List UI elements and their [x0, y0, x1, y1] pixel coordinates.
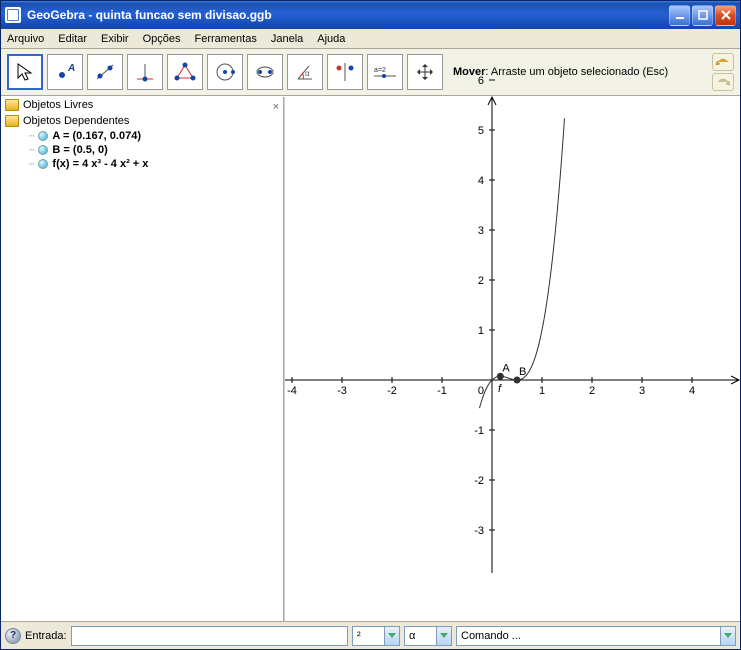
svg-text:2: 2: [478, 275, 484, 287]
svg-text:-1: -1: [437, 385, 447, 397]
graphics-view[interactable]: -4-3-2-11234-3-2-11234560fAB: [284, 97, 740, 621]
content-area: × Objetos Livres Objetos Dependentes ┄A = …: [1, 96, 740, 621]
menu-ferramentas[interactable]: Ferramentas: [194, 33, 256, 45]
svg-text:4: 4: [478, 175, 484, 187]
folder-icon: [5, 99, 19, 111]
tool-conic[interactable]: [247, 54, 283, 90]
window-title: GeoGebra - quinta funcao sem divisao.ggb: [27, 8, 669, 22]
svg-text:A: A: [502, 362, 510, 374]
menu-ajuda[interactable]: Ajuda: [317, 33, 345, 45]
close-button[interactable]: [715, 5, 736, 26]
svg-text:-2: -2: [387, 385, 397, 397]
tool-slider[interactable]: a=2: [367, 54, 403, 90]
algebra-view: × Objetos Livres Objetos Dependentes ┄A = …: [1, 97, 284, 621]
menu-opcoes[interactable]: Opções: [143, 33, 181, 45]
command-combo[interactable]: Comando ...: [456, 626, 736, 646]
tool-perp[interactable]: [127, 54, 163, 90]
input-bar: ? Entrada: ² α Comando ...: [1, 621, 740, 649]
group-label: Objetos Dependentes: [23, 115, 129, 127]
app-icon: [5, 7, 21, 23]
alpha-combo[interactable]: α: [404, 626, 452, 646]
minimize-button[interactable]: [669, 5, 690, 26]
tool-point[interactable]: A: [47, 54, 83, 90]
svg-text:6: 6: [478, 75, 484, 87]
svg-text:B: B: [519, 366, 526, 378]
svg-text:-1: -1: [474, 425, 484, 437]
object-dot-icon: [38, 145, 48, 155]
item-label: B = (0.5, 0): [52, 144, 107, 156]
undo-redo-group: [712, 53, 734, 91]
object-dot-icon: [38, 159, 48, 169]
svg-text:4: 4: [689, 385, 695, 397]
tree-item-B[interactable]: ┄B = (0.5, 0): [1, 143, 283, 157]
algebra-tree: Objetos Livres Objetos Dependentes ┄A = (0…: [1, 97, 283, 171]
menu-editar[interactable]: Editar: [58, 33, 87, 45]
tool-move[interactable]: [7, 54, 43, 90]
tool-line[interactable]: [87, 54, 123, 90]
svg-text:f: f: [498, 383, 502, 395]
menu-arquivo[interactable]: Arquivo: [7, 33, 44, 45]
svg-text:2: 2: [589, 385, 595, 397]
svg-text:3: 3: [639, 385, 645, 397]
tree-item-A[interactable]: ┄A = (0.167, 0.074): [1, 129, 283, 143]
tool-tooltip: Mover: Arraste um objeto selecionado (Es…: [447, 64, 704, 80]
item-label: A = (0.167, 0.074): [52, 130, 141, 142]
plot-canvas: -4-3-2-11234-3-2-11234560fAB: [285, 97, 739, 573]
tree-item-f[interactable]: ┄f(x) = 4 x³ - 4 x² + x: [1, 157, 283, 171]
tree-group[interactable]: Objetos Dependentes: [1, 113, 283, 129]
tool-circle[interactable]: [207, 54, 243, 90]
svg-text:1: 1: [539, 385, 545, 397]
svg-text:α: α: [305, 69, 310, 78]
redo-button[interactable]: [712, 73, 734, 91]
app-window: GeoGebra - quinta funcao sem divisao.ggb…: [0, 0, 741, 650]
algebra-close-icon[interactable]: ×: [273, 101, 279, 113]
svg-text:A: A: [67, 63, 75, 74]
group-label: Objetos Livres: [23, 99, 93, 111]
folder-icon: [5, 115, 19, 127]
tree-group[interactable]: Objetos Livres: [1, 97, 283, 113]
help-icon[interactable]: ?: [5, 628, 21, 644]
window-buttons: [669, 5, 736, 26]
svg-text:-3: -3: [337, 385, 347, 397]
menu-bar: Arquivo Editar Exibir Opções Ferramentas…: [1, 29, 740, 49]
tooltip-body: : Arraste um objeto selecionado (Esc): [485, 66, 668, 78]
tool-bar: A α a=2 Mover: Arraste um objeto: [1, 49, 740, 96]
svg-text:1: 1: [478, 325, 484, 337]
svg-text:-4: -4: [287, 385, 297, 397]
tool-move-view[interactable]: [407, 54, 443, 90]
menu-janela[interactable]: Janela: [271, 33, 303, 45]
undo-button[interactable]: [712, 53, 734, 71]
item-label: f(x) = 4 x³ - 4 x² + x: [52, 158, 148, 170]
entrada-label: Entrada:: [25, 630, 67, 642]
tool-reflect[interactable]: [327, 54, 363, 90]
entrada-input[interactable]: [71, 626, 348, 646]
title-bar: GeoGebra - quinta funcao sem divisao.ggb: [1, 1, 740, 29]
tool-polygon[interactable]: [167, 54, 203, 90]
tool-angle[interactable]: α: [287, 54, 323, 90]
exponent-combo[interactable]: ²: [352, 626, 400, 646]
svg-text:5: 5: [478, 125, 484, 137]
maximize-button[interactable]: [692, 5, 713, 26]
svg-text:a=2: a=2: [374, 67, 386, 74]
svg-text:-2: -2: [474, 475, 484, 487]
svg-text:-3: -3: [474, 525, 484, 537]
svg-text:3: 3: [478, 225, 484, 237]
object-dot-icon: [38, 131, 48, 141]
menu-exibir[interactable]: Exibir: [101, 33, 129, 45]
